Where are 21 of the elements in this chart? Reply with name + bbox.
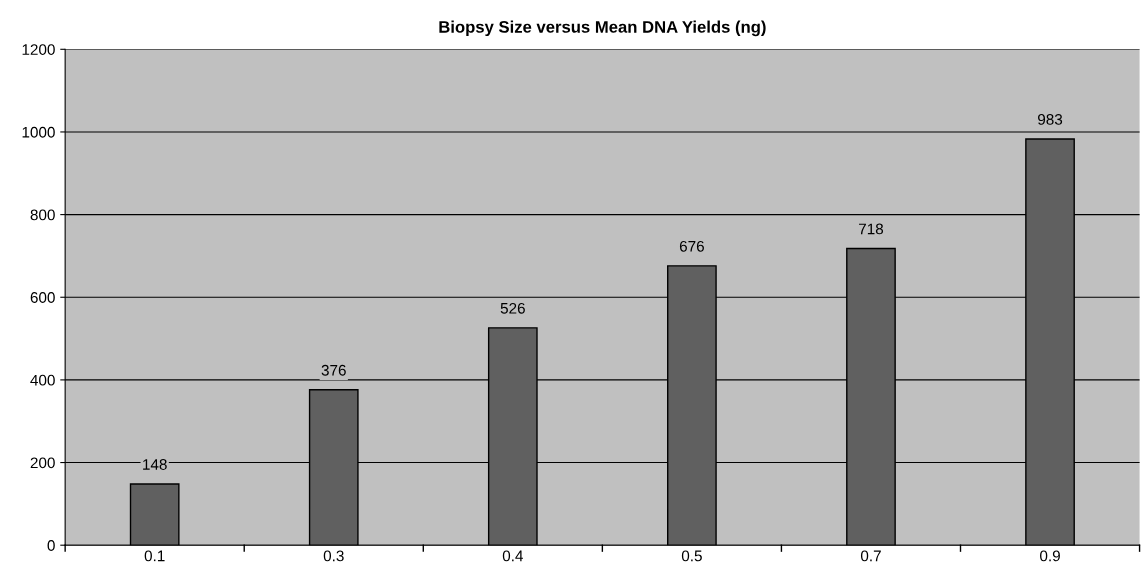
y-tick-label: 600 — [30, 292, 55, 303]
data-label: 718 — [859, 223, 884, 235]
y-tick-label: 800 — [30, 209, 55, 221]
y-tick-label: 200 — [30, 457, 55, 469]
bar — [129, 483, 180, 546]
x-tick-label: 0.9 — [1040, 550, 1060, 562]
y-tick-label: 1200 — [22, 44, 55, 55]
y-tick-label: 1000 — [22, 126, 55, 138]
data-label: 148 — [143, 459, 167, 470]
x-tick-label: 0.7 — [860, 550, 881, 562]
data-label: 526 — [500, 302, 525, 314]
data-label: 676 — [679, 240, 704, 252]
x-tick-label: 0.3 — [323, 550, 344, 562]
y-tick-label: 400 — [30, 374, 55, 386]
data-label: 983 — [1038, 114, 1063, 125]
chart-title: Biopsy Size versus Mean DNA Yields (ng) — [439, 20, 766, 37]
x-tick-label: 0.1 — [144, 550, 165, 562]
x-tick-label: 0.5 — [681, 550, 702, 562]
x-tick-label: 0.4 — [502, 550, 523, 562]
y-tick-label: 0 — [47, 540, 55, 551]
data-label: 376 — [321, 364, 346, 376]
